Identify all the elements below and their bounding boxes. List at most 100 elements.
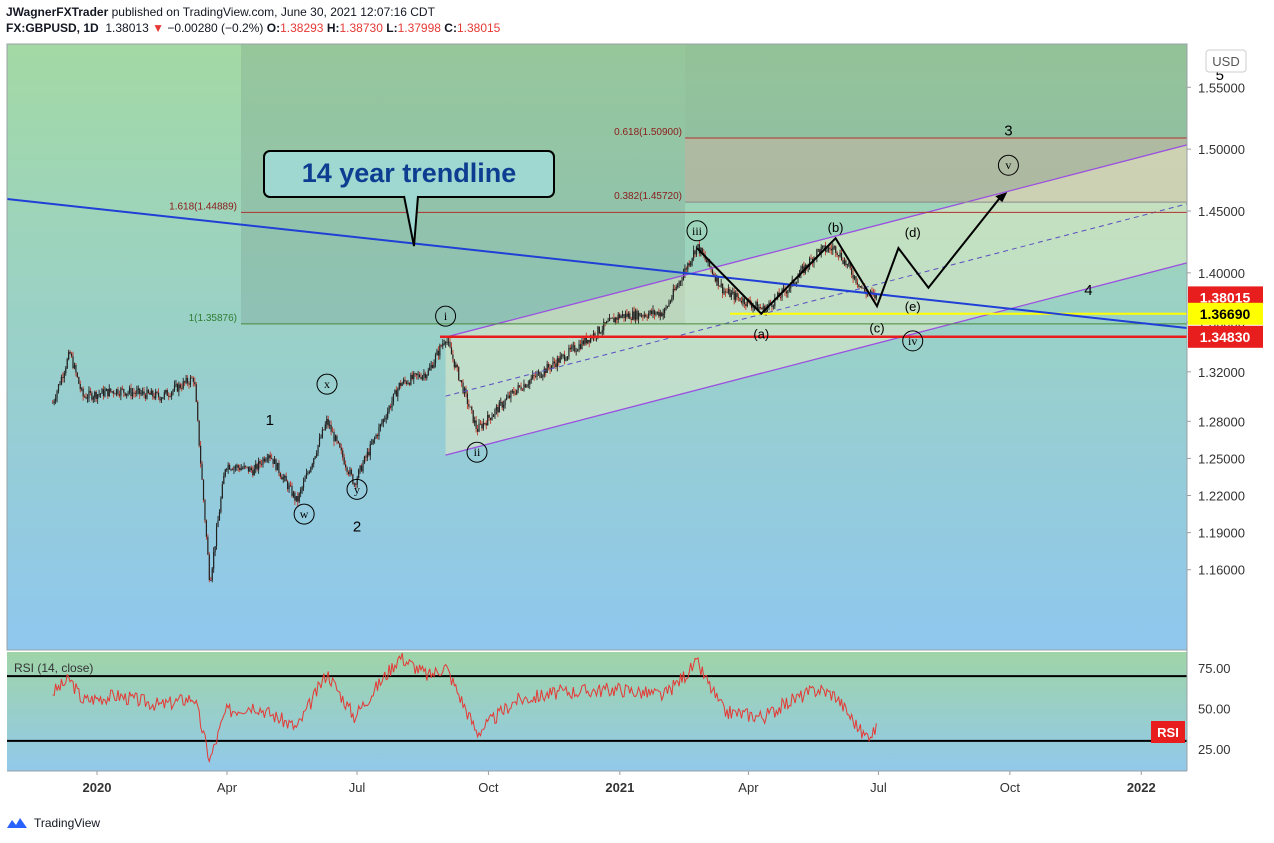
candle <box>215 527 218 547</box>
candle <box>797 277 799 283</box>
candle <box>185 377 187 383</box>
candle <box>740 301 743 303</box>
candle <box>471 406 473 411</box>
candle <box>794 283 796 285</box>
candle <box>637 312 640 320</box>
candle <box>308 472 310 473</box>
candle <box>165 390 167 393</box>
candle <box>127 392 129 394</box>
candle <box>82 388 84 397</box>
published-info: published on TradingView.com, June 30, 2… <box>108 5 435 19</box>
candle <box>606 321 608 325</box>
candle <box>494 409 496 416</box>
candle <box>643 314 645 317</box>
wave-label: x <box>324 377 330 391</box>
candle <box>548 364 550 368</box>
candle <box>321 429 324 438</box>
candle <box>714 276 716 282</box>
channel-upper-line <box>445 144 1188 338</box>
candle <box>607 321 609 322</box>
candle <box>829 247 831 249</box>
candle <box>403 379 405 384</box>
candle <box>121 388 123 390</box>
candle <box>485 423 487 426</box>
candle <box>836 252 838 256</box>
candle <box>142 391 144 394</box>
candle <box>160 398 163 401</box>
candle <box>240 468 242 471</box>
candle <box>433 362 435 369</box>
candle <box>652 310 654 315</box>
candle <box>337 441 339 444</box>
candle <box>588 339 590 343</box>
candle <box>690 261 692 266</box>
candle <box>73 364 76 369</box>
candle <box>343 457 345 465</box>
candle <box>616 317 618 320</box>
candle <box>556 358 558 368</box>
candle <box>265 459 267 462</box>
candle <box>378 427 380 437</box>
candle <box>568 347 570 357</box>
candle <box>472 410 474 423</box>
currency-badge[interactable] <box>1205 49 1247 73</box>
candle <box>498 402 500 413</box>
candle <box>186 377 189 384</box>
candle <box>107 389 109 397</box>
candle <box>178 384 180 392</box>
candle <box>323 429 325 431</box>
candle <box>340 447 342 451</box>
candle <box>492 415 495 418</box>
candle <box>526 385 528 388</box>
footer-brand[interactable]: TradingView <box>34 816 101 830</box>
candle <box>774 298 776 307</box>
candle <box>532 375 534 379</box>
candle <box>55 398 57 402</box>
candle <box>118 394 121 396</box>
candle <box>635 310 637 320</box>
candle <box>558 358 560 363</box>
candle <box>153 396 155 399</box>
candle <box>861 286 863 288</box>
candle <box>566 356 569 360</box>
candle <box>439 345 441 356</box>
candle <box>572 345 574 347</box>
candle <box>255 464 257 469</box>
fib-zone-band <box>685 138 1187 203</box>
candle <box>229 464 231 470</box>
candle <box>698 244 701 254</box>
candle <box>677 285 679 287</box>
candle <box>365 456 367 458</box>
candle <box>819 249 821 254</box>
candle <box>579 344 582 349</box>
candle <box>95 392 97 399</box>
publisher-name[interactable]: JWagnerFXTrader <box>6 5 109 19</box>
time-tick-label: 2022 <box>1127 780 1156 795</box>
candle <box>398 382 400 389</box>
candle <box>521 389 524 391</box>
wave-label-circle <box>997 154 1019 176</box>
candle <box>200 445 202 464</box>
candle <box>594 333 596 338</box>
candle <box>723 291 725 294</box>
candle <box>826 250 828 252</box>
candle <box>179 384 181 389</box>
candle <box>772 306 774 308</box>
candle <box>458 367 460 381</box>
candle <box>646 316 648 318</box>
candle <box>247 466 250 472</box>
time-tick-label: Jul <box>870 780 887 795</box>
candle <box>198 420 200 446</box>
candle <box>217 520 219 528</box>
candle <box>63 373 65 378</box>
candle <box>806 264 808 268</box>
wave-label-circle <box>293 503 315 525</box>
candle <box>443 343 445 345</box>
candle <box>610 318 612 319</box>
candle <box>733 291 735 300</box>
wave-label: iv <box>908 334 917 348</box>
candle <box>674 288 676 290</box>
candle <box>662 313 664 317</box>
candle <box>613 317 615 323</box>
